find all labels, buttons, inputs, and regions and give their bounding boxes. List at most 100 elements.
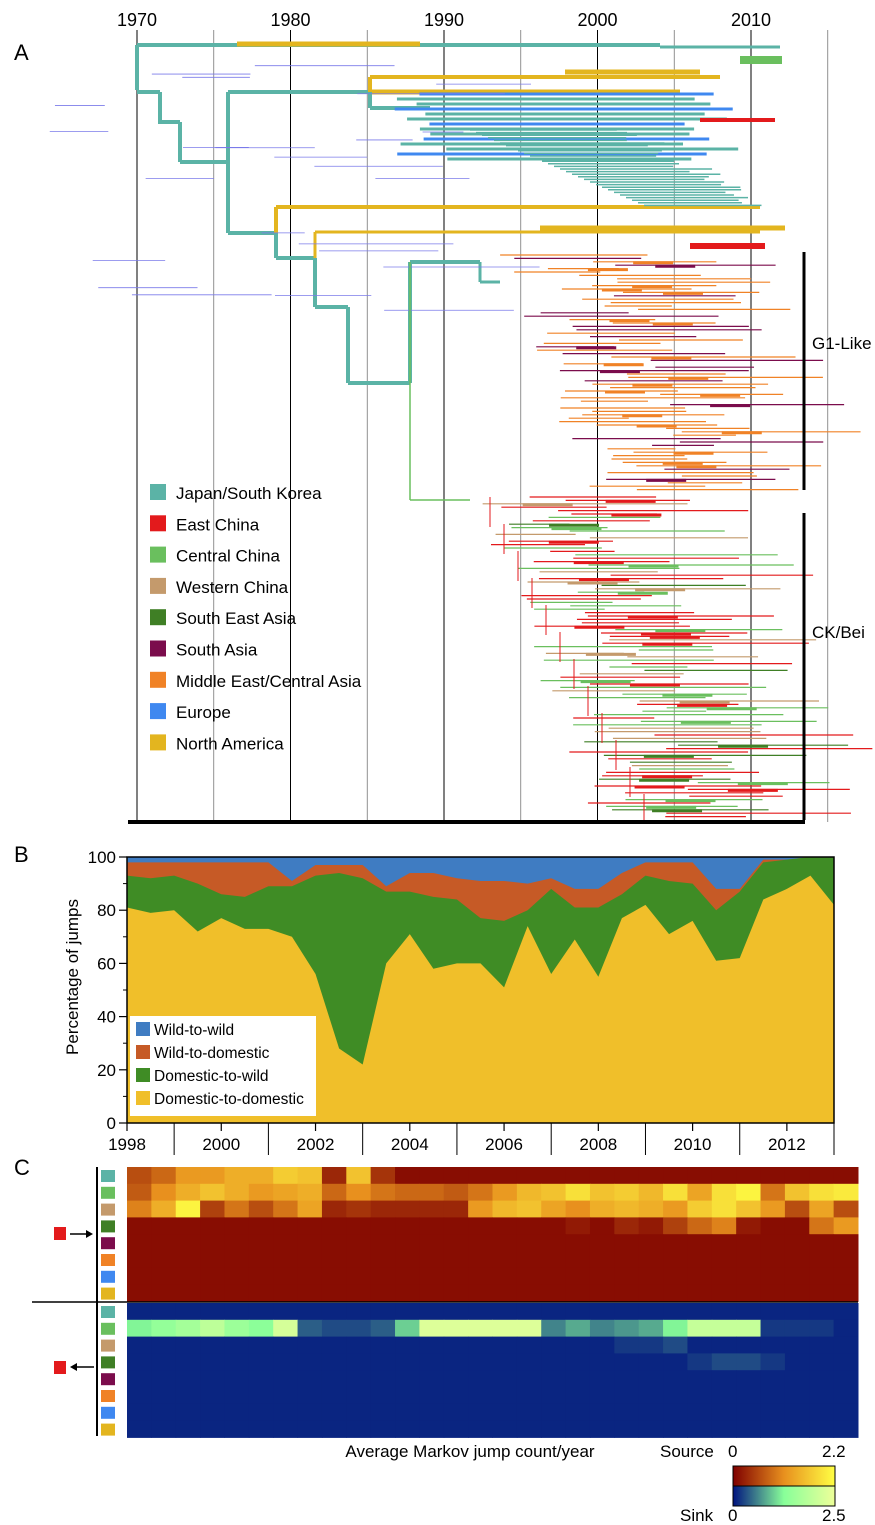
sink-cell — [492, 1353, 518, 1371]
legend-swatch-japan — [150, 484, 166, 500]
sink-cell — [175, 1387, 201, 1405]
source-cell — [663, 1200, 688, 1218]
source-cell — [736, 1183, 762, 1202]
sink-cell — [760, 1387, 786, 1405]
source-cell — [492, 1200, 518, 1218]
sink-cell — [224, 1303, 250, 1321]
source-cell — [784, 1267, 810, 1286]
source-cell — [833, 1267, 859, 1286]
source-cell — [395, 1267, 420, 1286]
sink-cell — [589, 1336, 615, 1354]
source-cell — [614, 1183, 640, 1202]
sink-cell — [541, 1387, 567, 1405]
source-cell — [151, 1183, 177, 1202]
sink-cell — [273, 1353, 299, 1371]
source-scale-max: 2.2 — [822, 1442, 846, 1461]
source-cell — [736, 1234, 762, 1252]
sink-cell — [297, 1370, 323, 1388]
sink-cell — [833, 1387, 859, 1405]
y-tick-label: 20 — [97, 1061, 116, 1080]
x-axis-ticks: 1998 2000 2002 2004 2006 2008 2010 2012 — [108, 1123, 835, 1155]
source-cell — [687, 1267, 713, 1286]
sink-cell — [492, 1303, 518, 1321]
source-cell — [784, 1251, 810, 1269]
source-cell — [833, 1200, 859, 1218]
sink-cell — [443, 1303, 469, 1321]
sink-cell — [809, 1319, 835, 1338]
source-cell — [370, 1183, 396, 1202]
sink-cell — [565, 1336, 591, 1354]
sink-cell — [760, 1353, 786, 1371]
sink-cell — [614, 1353, 640, 1371]
source-cell — [711, 1284, 737, 1302]
source-cell — [200, 1217, 225, 1235]
sink-cell — [784, 1370, 810, 1388]
sink-cell — [395, 1336, 420, 1354]
sink-cell — [711, 1353, 737, 1371]
sink-cell — [175, 1336, 201, 1354]
sink-cell — [175, 1303, 201, 1321]
sink-cell — [151, 1353, 177, 1371]
source-cell — [516, 1167, 542, 1185]
source-cell — [663, 1217, 688, 1235]
source-cell — [565, 1284, 591, 1302]
source-cell — [589, 1217, 615, 1235]
clade-label-ck-bei: CK/Bei — [812, 623, 865, 642]
source-cell — [614, 1217, 640, 1235]
sink-cell — [395, 1387, 420, 1405]
sink-cell — [200, 1319, 225, 1338]
source-cell — [468, 1284, 493, 1302]
sink-cell — [248, 1387, 274, 1405]
tree-tick-label: 2000 — [577, 10, 617, 30]
source-cell — [541, 1234, 567, 1252]
source-row-swatch-middle_east — [101, 1254, 115, 1266]
source-cell — [224, 1284, 250, 1302]
sink-cell — [224, 1370, 250, 1388]
sink-row-swatch-central_china — [101, 1322, 115, 1335]
source-cell — [370, 1234, 396, 1252]
legend-label: South East Asia — [176, 609, 297, 628]
sink-cell — [784, 1303, 810, 1321]
source-scale-min: 0 — [728, 1442, 737, 1461]
source-cell — [492, 1167, 518, 1185]
source-cell — [370, 1217, 396, 1235]
sink-cell — [370, 1336, 396, 1354]
sink-cell — [736, 1336, 762, 1354]
source-cell — [565, 1267, 591, 1286]
source-cell — [565, 1167, 591, 1185]
tree-year-ticks: 1970 1980 1990 2000 2010 — [117, 10, 771, 30]
legend-swatch-central_china — [150, 546, 166, 563]
sink-cell — [175, 1370, 201, 1388]
source-cell — [809, 1200, 835, 1218]
sink-cell — [711, 1370, 737, 1388]
sink-cell — [541, 1303, 567, 1321]
sink-cell — [687, 1387, 713, 1405]
source-cell — [492, 1284, 518, 1302]
source-cell — [663, 1234, 688, 1252]
source-cell — [736, 1284, 762, 1302]
source-cell — [151, 1284, 177, 1302]
source-cell — [127, 1234, 152, 1252]
sink-cell — [273, 1420, 299, 1438]
source-cell — [273, 1284, 299, 1302]
area-legend-label: Wild-to-wild — [154, 1022, 234, 1039]
sink-cell — [297, 1303, 323, 1321]
panel-b-label: B — [14, 842, 29, 867]
panel-c-label: C — [14, 1155, 30, 1180]
source-cell — [419, 1284, 445, 1302]
source-cell — [663, 1251, 688, 1269]
source-cell — [614, 1267, 640, 1286]
sink-cell — [273, 1370, 299, 1388]
source-cell — [614, 1234, 640, 1252]
sink-cell — [663, 1403, 688, 1422]
source-cell — [736, 1200, 762, 1218]
source-cell — [784, 1200, 810, 1218]
source-cell — [468, 1217, 493, 1235]
sink-cell — [224, 1336, 250, 1354]
sink-cell — [419, 1403, 445, 1422]
sink-cell — [565, 1370, 591, 1388]
panel-a: A 1970 1980 1990 2000 2010 Japan/South Korea… — [14, 10, 873, 824]
source-cell — [127, 1267, 152, 1286]
source-cell — [297, 1200, 323, 1218]
sink-cell — [492, 1403, 518, 1422]
